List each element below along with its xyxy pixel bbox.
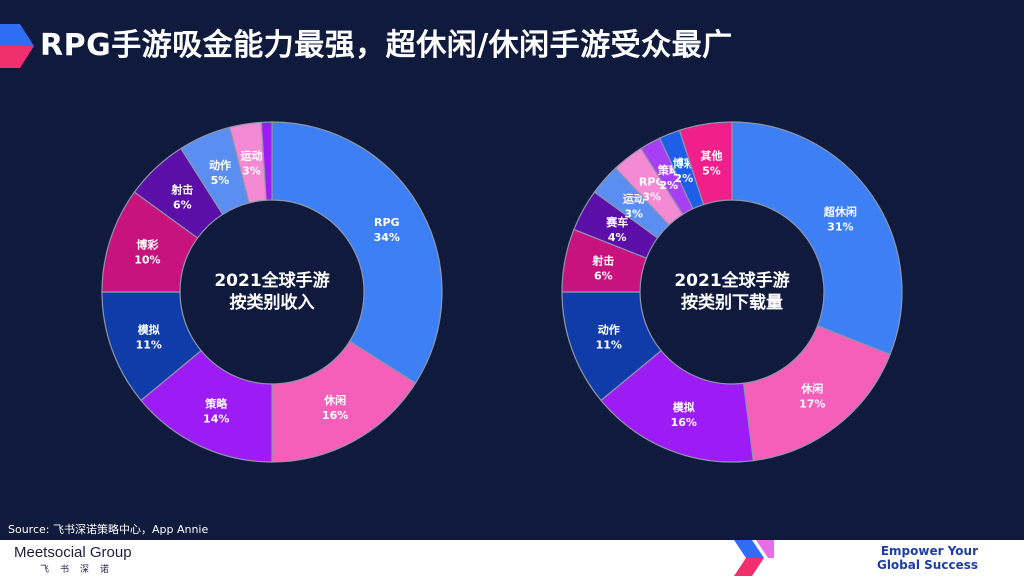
slice-label: 动作 xyxy=(598,322,620,336)
slice-value-label: 16% xyxy=(671,416,697,429)
revenue-donut-chart: RPG 34% 休闲 16% 策略 14% 模拟 11% 博彩 10% 射击 6% 动作 5% 运动 3% 20… xyxy=(101,121,443,463)
source-note: Source: 飞书深诺策略中心，App Annie xyxy=(8,523,209,536)
slice-label: 赛车 xyxy=(605,215,628,229)
slice-label: 运动 xyxy=(241,149,263,163)
brand-name-cn: 飞书深诺 xyxy=(40,565,121,575)
slice-value-label: 11% xyxy=(136,338,162,351)
slice-label: 动作 xyxy=(209,158,231,172)
slice-label: 休闲 xyxy=(800,382,823,396)
slice-label: 运动 xyxy=(623,191,645,205)
slogan: Empower Your Global Success xyxy=(877,544,978,572)
chart-center-title: 2021全球手游 xyxy=(674,270,789,291)
slice-value-label: 6% xyxy=(594,269,613,282)
slice-value-label: 2% xyxy=(674,172,693,185)
page-title: RPG手游吸金能力最强，超休闲/休闲手游受众最广 xyxy=(40,28,733,63)
slice-label: 休闲 xyxy=(323,393,346,407)
slice-value-label: 3% xyxy=(624,207,643,220)
slice-value-label: 3% xyxy=(242,165,261,178)
brand-logo-icon xyxy=(0,24,34,68)
slice-label: 策略 xyxy=(204,397,228,411)
slice-value-label: 10% xyxy=(134,254,160,267)
donut-slice xyxy=(678,121,733,206)
slice-value-label: 34% xyxy=(374,231,400,244)
slice-label: 射击 xyxy=(591,253,614,267)
slice-value-label: 31% xyxy=(827,220,853,233)
slice-value-label: 16% xyxy=(322,409,348,422)
slice-value-label: 17% xyxy=(799,398,825,411)
donut-slice xyxy=(731,121,903,356)
slice-value-label: 3% xyxy=(642,190,661,203)
slice-value-label: 6% xyxy=(173,199,192,212)
chart-center-title: 按类别收入 xyxy=(230,292,315,313)
slice-value-label: 4% xyxy=(608,231,627,244)
slice-label: 其他 xyxy=(701,149,723,163)
slice-label: 模拟 xyxy=(138,322,160,336)
downloads-donut-chart: 超休闲31%休闲17%模拟16%动作11%射击6%赛车4%运动3%RPG3%策略… xyxy=(561,121,903,463)
chart-center-title: 2021全球手游 xyxy=(214,270,329,291)
slogan-line-1: Empower Your xyxy=(880,544,978,558)
slice-label: RPG xyxy=(374,216,400,229)
slice-value-label: 5% xyxy=(702,165,721,178)
slogan-line-2: Global Success xyxy=(876,558,978,572)
slice-value-label: 14% xyxy=(203,413,229,426)
chart-center-title: 按类别下载量 xyxy=(681,292,783,313)
slice-value-label: 5% xyxy=(211,174,230,187)
slice-label: 超休闲 xyxy=(823,204,857,218)
slice-value-label: 2% xyxy=(660,179,679,192)
brand-name: Meetsocial Group xyxy=(14,544,132,561)
slice-label: 模拟 xyxy=(673,400,695,414)
footer-bar: Meetsocial Group 飞书深诺 Empower Your Globa… xyxy=(0,540,1024,576)
donut-slice xyxy=(271,121,443,384)
slice-label: 射击 xyxy=(170,183,193,197)
footer-logo-icon xyxy=(734,540,774,576)
slice-label: 博彩 xyxy=(136,238,158,252)
slice-label: RPG xyxy=(639,175,665,188)
slice-value-label: 11% xyxy=(596,338,622,351)
donut-slice xyxy=(260,121,273,201)
